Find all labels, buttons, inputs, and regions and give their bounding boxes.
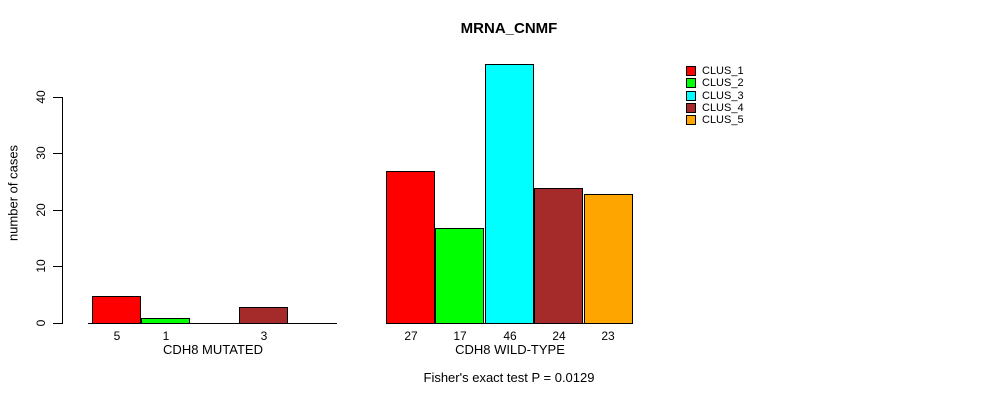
y-axis-tick-label: 0 — [34, 319, 48, 327]
legend-item: CLUS_5 — [686, 114, 744, 126]
fisher-test-annotation: Fisher's exact test P = 0.0129 — [423, 370, 595, 385]
bar-CLUS_2 — [141, 318, 190, 324]
y-axis-label: number of cases — [5, 144, 21, 242]
y-axis-tick — [53, 210, 62, 211]
y-axis-tick — [53, 153, 62, 154]
bar-CLUS_2 — [435, 228, 484, 324]
bar-CLUS_3 — [485, 64, 534, 324]
chart-title: MRNA_CNMF — [460, 20, 558, 37]
x-axis-baseline — [88, 323, 337, 324]
legend-swatch-icon — [686, 78, 696, 89]
y-axis-tick — [53, 266, 62, 267]
legend-swatch-icon — [686, 66, 696, 77]
bar-value-label: 27 — [404, 329, 418, 343]
y-axis-tick-label: 10 — [34, 259, 48, 273]
bar-CLUS_1 — [92, 296, 141, 324]
group-label: CDH8 WILD-TYPE — [455, 342, 565, 357]
bar-CLUS_4 — [534, 188, 583, 324]
y-axis-tick-label: 40 — [34, 90, 48, 104]
bar-value-label: 23 — [601, 329, 615, 343]
bar-value-label: 17 — [453, 329, 467, 343]
y-axis-tick — [53, 323, 62, 324]
y-axis-tick — [53, 97, 62, 98]
legend-label: CLUS_2 — [702, 77, 744, 90]
legend-swatch-icon — [686, 103, 696, 114]
bar-value-label: 1 — [162, 329, 170, 343]
y-axis-tick-label: 20 — [34, 203, 48, 217]
bar-value-label: 5 — [113, 329, 121, 343]
legend-item: CLUS_3 — [686, 90, 744, 102]
bar-CLUS_5 — [584, 194, 633, 324]
bar-value-label: 3 — [260, 329, 268, 343]
legend-label: CLUS_5 — [702, 114, 744, 127]
legend: CLUS_1 CLUS_2 CLUS_3 CLUS_4 CLUS_5 — [686, 65, 744, 126]
legend-label: CLUS_1 — [702, 65, 744, 78]
y-axis-line — [62, 97, 63, 324]
bar-CLUS_4 — [239, 307, 288, 324]
legend-label: CLUS_3 — [702, 89, 744, 102]
legend-item: CLUS_1 — [686, 65, 744, 77]
legend-item: CLUS_4 — [686, 102, 744, 114]
bar-CLUS_1 — [386, 171, 435, 324]
legend-label: CLUS_4 — [702, 102, 744, 115]
legend-swatch-icon — [686, 115, 696, 126]
y-axis-tick-label: 30 — [34, 146, 48, 160]
bar-value-label: 24 — [552, 329, 566, 343]
bar-value-label: 46 — [503, 329, 517, 343]
group-label: CDH8 MUTATED — [163, 342, 263, 357]
legend-swatch-icon — [686, 90, 696, 101]
legend-item: CLUS_2 — [686, 77, 744, 89]
